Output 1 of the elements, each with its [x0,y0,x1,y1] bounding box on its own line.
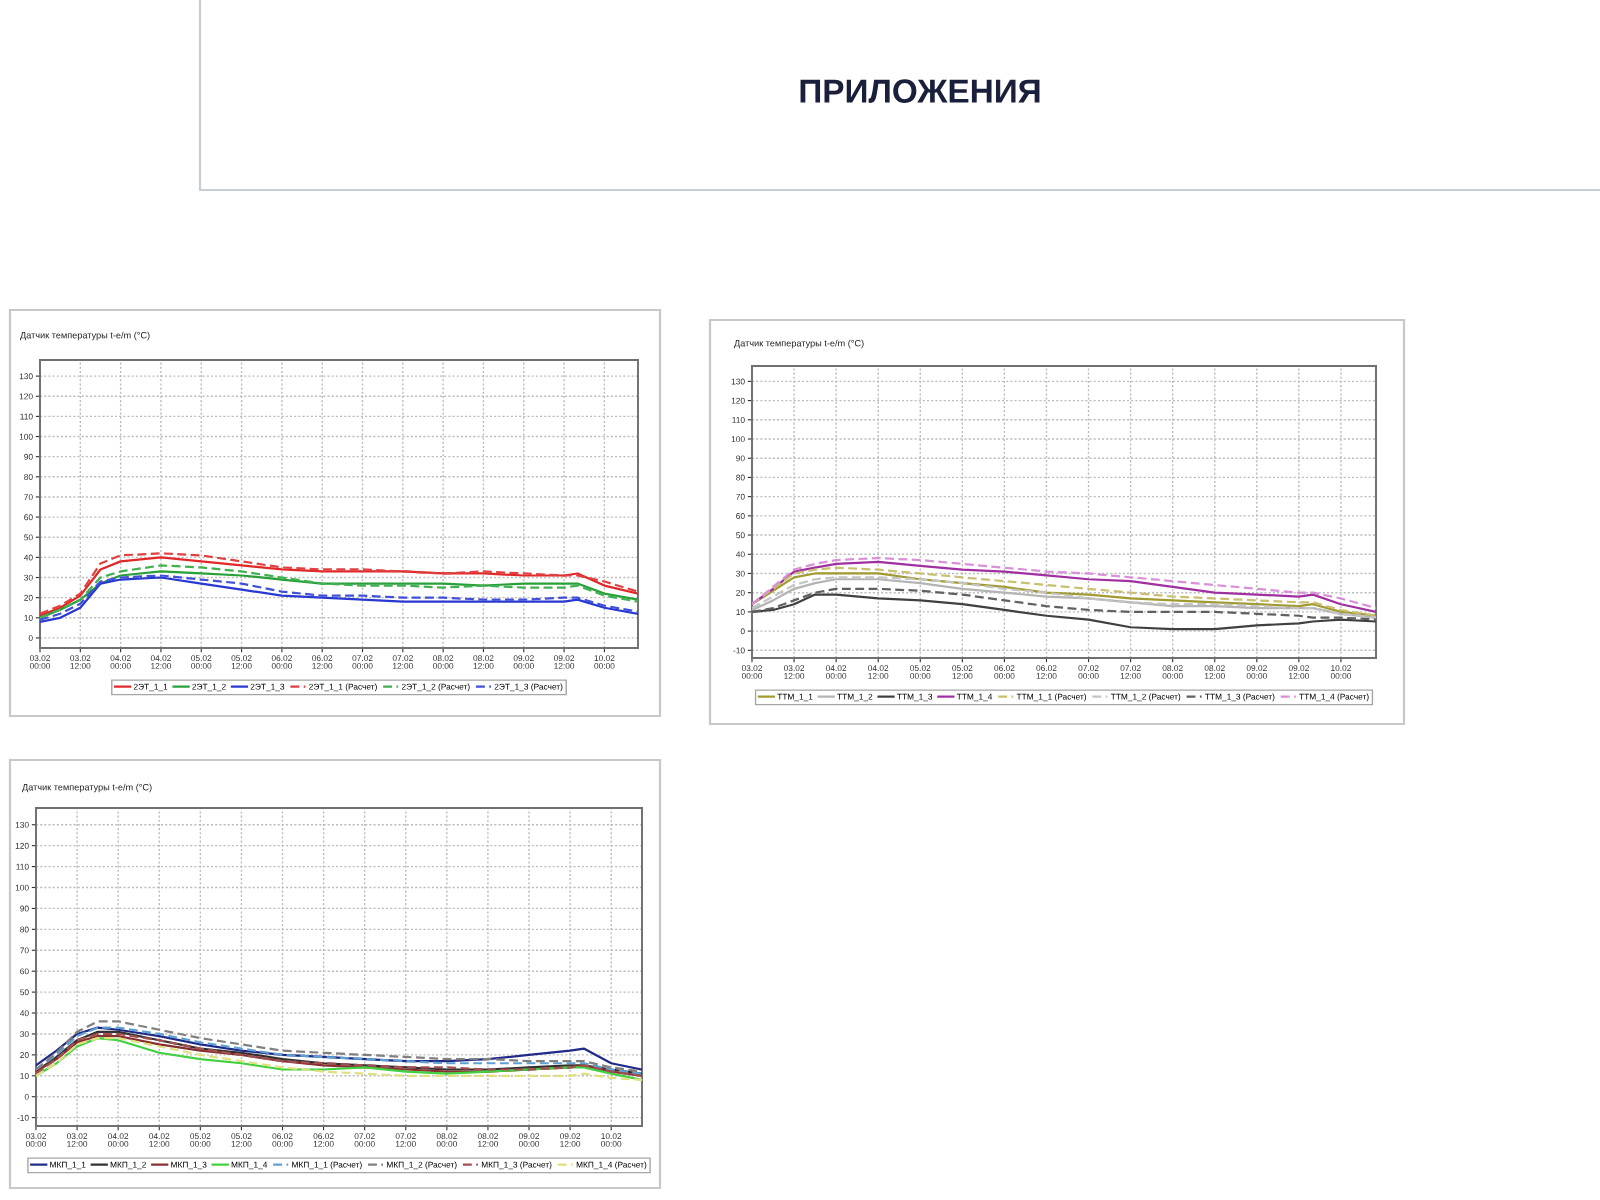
text: ПРИЛОЖЕНИЯ [800,79,1040,103]
